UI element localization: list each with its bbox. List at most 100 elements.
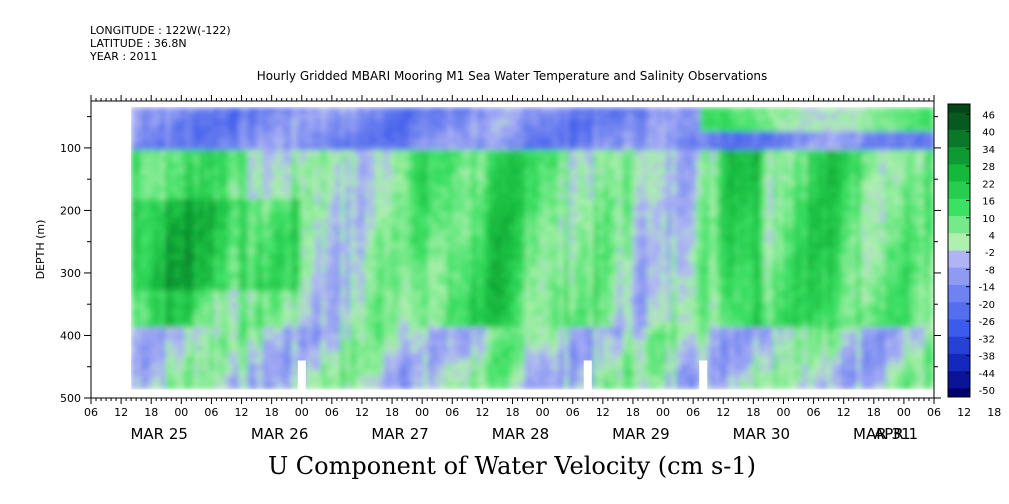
heatmap-cell [617,296,624,304]
heatmap-cell [281,290,288,298]
heatmap-cell [481,345,487,353]
heatmap-cell [515,180,522,188]
heatmap-cell [398,143,405,151]
heatmap-cell [403,223,410,231]
heatmap-cell [607,241,614,249]
heatmap-cell [350,333,356,341]
heatmap-cell [160,370,166,377]
heatmap-cell [637,241,643,249]
heatmap-cell [354,156,361,163]
heatmap-cell [262,217,268,225]
heatmap-cell [345,358,351,365]
heatmap-cell [437,254,444,261]
heatmap-cell [452,186,458,194]
heatmap-cell [209,229,215,237]
heatmap-cell [184,296,191,304]
heatmap-cell [437,211,444,218]
heatmap-cell [442,321,449,329]
heatmap-cell [423,309,429,316]
heatmap-cell [559,180,565,188]
heatmap-cell [350,229,356,237]
heatmap-cell [481,266,487,274]
heatmap-cell [340,321,346,329]
heatmap-cell [510,382,517,390]
heatmap-cell [140,229,147,237]
heatmap-cell [281,162,288,170]
heatmap-cell [632,364,638,371]
heatmap-cell [213,309,220,316]
heatmap-cell [272,376,278,384]
heatmap-cell [247,217,254,225]
heatmap-cell [646,180,653,188]
heatmap-cell [204,125,210,133]
heatmap-cell [554,266,560,274]
heatmap-cell [228,150,234,157]
heatmap-cell [617,364,624,371]
heatmap-cell [218,345,225,353]
heatmap-cell [520,302,526,310]
heatmap-cell [559,131,565,139]
heatmap-cell [184,131,191,139]
heatmap-cell [252,290,259,298]
heatmap-cell [354,309,361,316]
heatmap-cell [583,296,590,304]
heatmap-cell [423,272,429,280]
heatmap-cell [544,247,551,255]
heatmap-cell [301,247,307,255]
heatmap-cell [286,302,293,310]
heatmap-cell [539,302,546,310]
heatmap-cell [179,272,186,280]
heatmap-cell [306,327,312,335]
heatmap-cell [238,168,244,176]
heatmap-cell [316,162,322,170]
heatmap-cell [578,302,585,310]
heatmap-cell [398,278,405,286]
heatmap-cell [564,131,570,139]
heatmap-cell [228,217,234,225]
heatmap-cell [136,235,142,243]
heatmap-cell [340,296,346,304]
heatmap-cell [131,327,137,335]
heatmap-cell [233,235,239,243]
heatmap-cell [369,125,376,133]
heatmap-cell [515,205,522,212]
heatmap-cell [306,382,312,390]
heatmap-cell [413,370,419,377]
heatmap-cell [466,370,473,377]
heatmap-cell [257,125,264,133]
heatmap-cell [457,186,463,194]
heatmap-cell [642,254,648,261]
heatmap-cell [233,180,239,188]
heatmap-cell [189,358,195,365]
heatmap-cell [306,315,312,322]
heatmap-cell [544,327,551,335]
heatmap-cell [520,211,526,218]
heatmap-cell [354,229,361,237]
heatmap-cell [554,296,560,304]
heatmap-cell [267,192,273,200]
heatmap-cell [612,260,619,267]
heatmap-cell [150,107,157,114]
heatmap-cell [228,358,234,365]
heatmap-cell [340,278,346,286]
heatmap-cell [389,382,395,390]
heatmap-cell [140,345,147,353]
heatmap-cell [607,113,614,121]
heatmap-cell [194,174,200,182]
heatmap-cell [569,364,575,371]
heatmap-cell [481,211,487,218]
heatmap-cell [350,254,356,261]
heatmap-cell [213,321,220,329]
heatmap-cell [364,247,371,255]
heatmap-cell [257,223,264,231]
heatmap-cell [612,131,619,139]
heatmap-cell [632,199,638,206]
heatmap-cell [457,119,463,127]
heatmap-cell [306,290,312,298]
heatmap-cell [427,247,434,255]
heatmap-cell [607,162,614,170]
heatmap-cell [140,302,147,310]
heatmap-cell [311,327,317,335]
heatmap-cell [476,358,483,365]
heatmap-cell [228,321,234,329]
